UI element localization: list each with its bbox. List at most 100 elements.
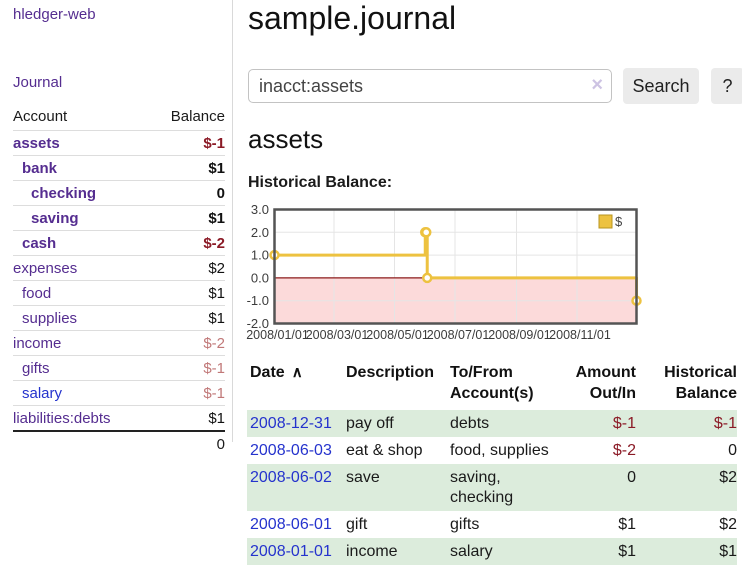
account-balance: $1 bbox=[208, 309, 225, 327]
y-axis-tick-label: -2.0 bbox=[247, 316, 269, 331]
account-link[interactable]: salary bbox=[22, 384, 63, 402]
register-row: 2008-06-03 eat & shop food, supplies $-2… bbox=[247, 437, 737, 464]
transaction-amount: 0 bbox=[627, 469, 636, 486]
y-axis-tick-label: 1.0 bbox=[251, 248, 269, 263]
account-balance: $-1 bbox=[203, 359, 225, 377]
brand-link[interactable]: hledger-web bbox=[13, 6, 96, 23]
page-title: sample.journal bbox=[248, 0, 457, 36]
help-button[interactable]: ? bbox=[711, 68, 742, 104]
column-header-date[interactable]: Date ∧ bbox=[247, 360, 346, 410]
account-balance: $1 bbox=[208, 409, 225, 427]
account-link[interactable]: expenses bbox=[13, 259, 78, 277]
account-row: bank $1 bbox=[13, 155, 225, 180]
account-link[interactable]: checking bbox=[31, 184, 97, 202]
account-balance: $1 bbox=[208, 284, 225, 302]
transaction-accounts: food, supplies bbox=[450, 442, 549, 459]
register-row: 2008-06-02 save saving, checking 0 $2 bbox=[247, 464, 737, 511]
accounts-total-row: 0 bbox=[13, 430, 225, 457]
transaction-description: eat & shop bbox=[346, 442, 423, 459]
legend-label: $ bbox=[615, 214, 623, 229]
account-link[interactable]: saving bbox=[31, 209, 79, 227]
account-link[interactable]: supplies bbox=[22, 309, 78, 327]
account-row: assets $-1 bbox=[13, 130, 225, 155]
transaction-description: pay off bbox=[346, 415, 394, 432]
account-link[interactable]: food bbox=[22, 284, 52, 302]
sidebar-item-journal[interactable]: Journal bbox=[13, 74, 63, 91]
data-point-marker bbox=[421, 272, 433, 284]
accounts-table-header: Account Balance bbox=[13, 106, 225, 130]
account-balance: $-2 bbox=[203, 334, 225, 352]
column-header-balance: Historical Balance bbox=[664, 364, 737, 402]
account-row: liabilities:debts $1 bbox=[13, 405, 225, 430]
transaction-balance: $1 bbox=[719, 543, 737, 560]
accounts-header-balance: Balance bbox=[170, 108, 225, 125]
account-link[interactable]: gifts bbox=[22, 359, 50, 377]
account-row: salary $-1 bbox=[13, 380, 225, 405]
column-header-description: Description bbox=[346, 364, 435, 381]
transaction-accounts: salary bbox=[450, 543, 493, 560]
account-link[interactable]: cash bbox=[22, 234, 57, 252]
accounts-total-value: 0 bbox=[216, 436, 225, 453]
account-link[interactable]: income bbox=[13, 334, 62, 352]
x-axis-tick-label: 2008/07/01 bbox=[427, 328, 490, 342]
account-row: supplies $1 bbox=[13, 305, 225, 330]
transaction-date-link[interactable]: 2008-06-01 bbox=[250, 516, 332, 533]
account-row: checking 0 bbox=[13, 180, 225, 205]
search-input[interactable] bbox=[248, 69, 612, 103]
sort-asc-icon: ∧ bbox=[291, 364, 303, 381]
accounts-table: Account Balance assets $-1 bank $1 check… bbox=[13, 106, 225, 457]
account-balance: $2 bbox=[208, 259, 225, 277]
historical-balance-chart: 3.0 2.0 1.0 0.0 -1.0 -2.02008/01/012008/03/01… bbox=[246, 202, 642, 342]
transaction-description: save bbox=[346, 469, 380, 486]
account-link[interactable]: liabilities:debts bbox=[13, 409, 111, 427]
transaction-date-link[interactable]: 2008-06-03 bbox=[250, 442, 332, 459]
transaction-amount: $1 bbox=[618, 543, 636, 560]
transaction-balance: 0 bbox=[728, 442, 737, 459]
clear-search-icon[interactable]: × bbox=[591, 74, 603, 96]
transaction-balance: $2 bbox=[719, 516, 737, 533]
search-form: × Search ? bbox=[248, 68, 742, 104]
search-input-wrap: × bbox=[248, 69, 612, 103]
column-header-amount: Amount Out/In bbox=[575, 364, 636, 402]
account-balance: $1 bbox=[208, 159, 225, 177]
account-row: gifts $-1 bbox=[13, 355, 225, 380]
register-table: Date ∧ Description To/From Account(s) Amo… bbox=[247, 360, 737, 565]
account-row: food $1 bbox=[13, 280, 225, 305]
account-balance: $-1 bbox=[203, 384, 225, 402]
y-axis-tick-label: 3.0 bbox=[251, 202, 269, 217]
register-header-row: Date ∧ Description To/From Account(s) Amo… bbox=[247, 360, 737, 410]
x-axis-tick-label: 2008/01/01 bbox=[246, 328, 309, 342]
transaction-amount: $1 bbox=[618, 516, 636, 533]
date-header-label: Date bbox=[250, 364, 285, 381]
transaction-accounts: saving, checking bbox=[450, 469, 514, 506]
chart-title: Historical Balance: bbox=[248, 174, 393, 191]
account-balance: $-2 bbox=[203, 234, 225, 252]
transaction-balance: $2 bbox=[719, 469, 737, 486]
y-axis-tick-label: 2.0 bbox=[251, 225, 269, 240]
legend-swatch bbox=[598, 214, 613, 229]
account-balance: 0 bbox=[216, 184, 225, 202]
register-row: 2008-06-01 gift gifts $1 $2 bbox=[247, 511, 737, 538]
accounts-header-account: Account bbox=[13, 108, 68, 125]
sidebar: hledger-web Journal Account Balance asse… bbox=[0, 0, 233, 453]
x-axis-tick-label: 2008/05/01 bbox=[366, 328, 429, 342]
transaction-date-link[interactable]: 2008-12-31 bbox=[250, 415, 332, 432]
account-link[interactable]: assets bbox=[13, 134, 60, 152]
transaction-accounts: debts bbox=[450, 415, 490, 432]
search-button[interactable]: Search bbox=[623, 68, 699, 104]
plot-border bbox=[273, 208, 638, 325]
transaction-balance: $-1 bbox=[713, 415, 737, 432]
account-row: cash $-2 bbox=[13, 230, 225, 255]
account-balance: $-1 bbox=[203, 134, 225, 152]
transaction-date-link[interactable]: 2008-06-02 bbox=[250, 469, 332, 486]
account-page-title: assets bbox=[248, 124, 324, 154]
x-axis-tick-label: 2008/03/01 bbox=[306, 328, 369, 342]
register-row: 2008-12-31 pay off debts $-1 $-1 bbox=[247, 410, 737, 437]
y-axis-tick-label: -1.0 bbox=[247, 293, 269, 308]
transaction-description: gift bbox=[346, 516, 368, 533]
transaction-amount: $-1 bbox=[612, 415, 636, 432]
account-link[interactable]: bank bbox=[22, 159, 58, 177]
transaction-date-link[interactable]: 2008-01-01 bbox=[250, 543, 332, 560]
register-row: 2008-01-01 income salary $1 $1 bbox=[247, 538, 737, 565]
account-row: expenses $2 bbox=[13, 255, 225, 280]
